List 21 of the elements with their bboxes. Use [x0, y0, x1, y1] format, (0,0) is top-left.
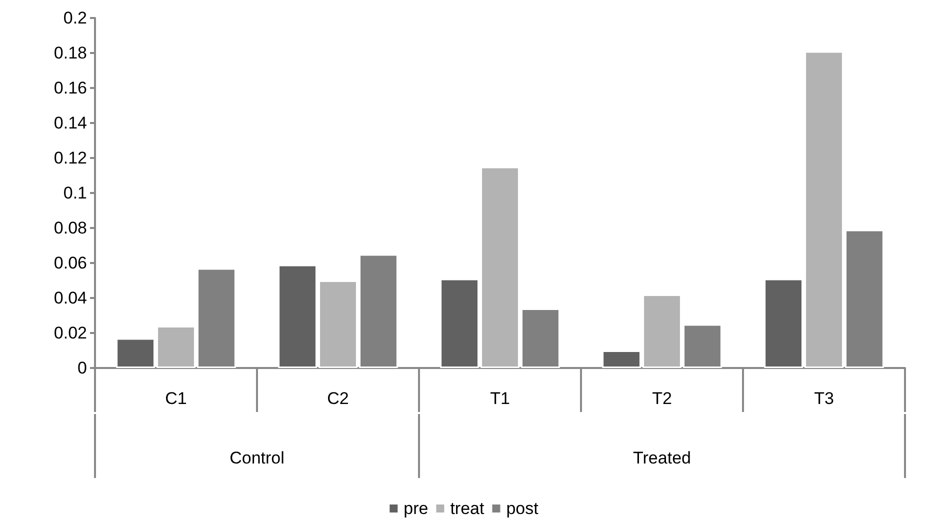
y-tick-label: 0.14 [54, 114, 87, 132]
y-tick-label: 0.2 [63, 8, 87, 28]
y-tick-label: 0.16 [54, 78, 87, 98]
y-tick-label: 0.18 [54, 44, 87, 62]
x-tick-label: T2 [652, 389, 672, 408]
y-tick-label: 0 [78, 358, 87, 378]
text: Treated [633, 448, 691, 468]
y-tick-label: 0.1 [63, 184, 87, 202]
y-tick-label: 0.08 [54, 218, 87, 238]
y-tick-label: 0.04 [54, 288, 87, 308]
x-tick-label: T3 [814, 389, 834, 408]
legend-label: treat [450, 499, 485, 518]
y-tick-label: 0.12 [54, 148, 87, 168]
x-tick-label: C2 [327, 389, 349, 408]
y-tick-label: 0.02 [54, 324, 87, 342]
legend-label: post [506, 499, 539, 518]
text: Control [230, 448, 284, 468]
x-tick-label: T1 [490, 389, 510, 408]
x-tick-label: C1 [165, 389, 187, 408]
legend-label: pre [404, 499, 428, 518]
y-tick-label: 0.06 [54, 254, 87, 272]
